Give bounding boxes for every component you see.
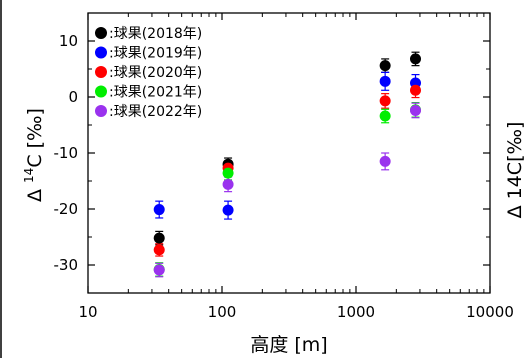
legend-label: :球果(2018年) [109,26,202,42]
points-layer [153,53,422,276]
y-axis-title: Δ 14C [‰] [22,108,46,202]
legend-label: :球果(2021年) [109,85,202,101]
legend-marker [95,66,107,78]
clipped-y-axis-title: Δ 14C[‰] [504,122,526,219]
legend-marker [95,46,107,59]
data-point-series-4 [379,110,391,122]
y-tick-label: 10 [59,32,78,50]
y-tick-label: -20 [54,200,79,218]
data-point-series-2 [153,204,165,216]
data-point-series-1 [410,53,422,65]
legend-marker [95,27,107,39]
y-tick-label: 0 [68,88,78,106]
data-point-series-5 [153,264,165,276]
y-tick-label: -10 [54,144,79,162]
legend-label: :球果(2019年) [109,46,202,62]
data-point-series-3 [410,84,422,96]
y-axis-title-delta: Δ [24,189,46,202]
data-point-series-3 [379,95,391,107]
data-point-series-5 [379,155,391,167]
x-tick-label: 10 [78,303,97,321]
data-point-series-4 [222,167,234,179]
y-axis-title-superscript: 14 [22,168,36,183]
y-tick-label: -30 [54,256,79,274]
legend-label: :球果(2022年) [109,104,202,120]
data-point-series-5 [410,104,422,116]
x-tick-label: 100 [208,303,237,321]
y-axis-title-unit: C [‰] [24,108,46,168]
legend-marker [95,85,107,98]
data-point-series-1 [379,60,391,72]
x-axis-title: 高度 [m] [250,334,327,356]
legend-label: :球果(2020年) [109,65,202,81]
legend-marker [95,105,107,117]
data-point-series-2 [379,75,391,87]
data-point-series-1 [153,232,165,244]
data-point-series-5 [222,178,234,190]
x-tick-label: 10000 [466,303,514,321]
x-tick-label: 1000 [337,303,375,321]
data-point-series-2 [222,204,234,216]
data-point-series-3 [153,244,165,256]
legend: :球果(2018年) :球果(2019年) :球果(2020年) :球果(2021年)… [95,26,202,120]
